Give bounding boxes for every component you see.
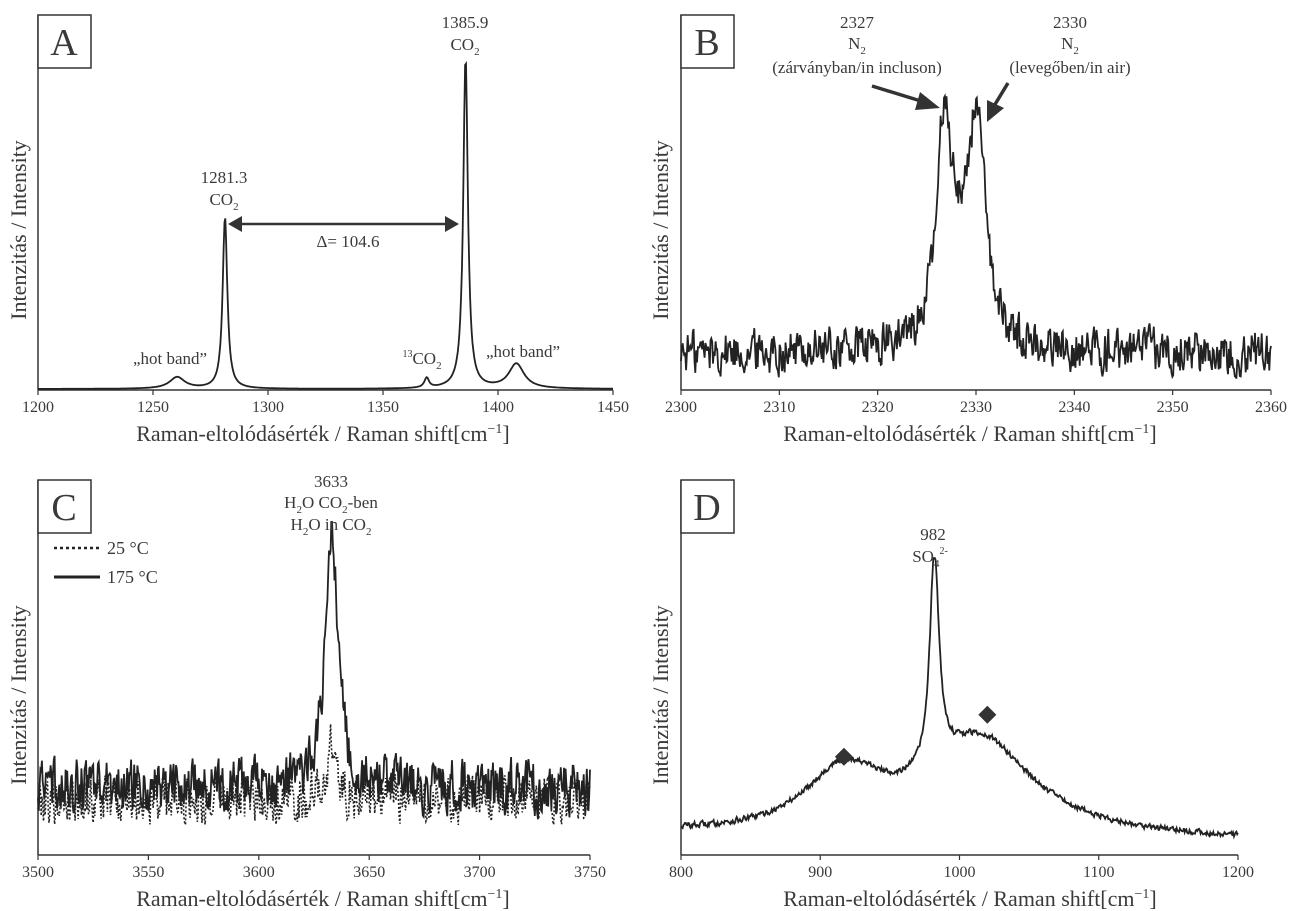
panel-a-x-axis-title: Raman-eltolódásérték / Raman shift[cm−1] <box>136 421 510 446</box>
x-tick-label: 3750 <box>574 864 606 881</box>
x-tick-label: 3700 <box>464 864 496 881</box>
panel-b-letter-box <box>680 14 735 69</box>
x-tick-label: 2340 <box>1058 399 1090 416</box>
x-tick-label: 1100 <box>1083 864 1114 881</box>
panel-c-x-axis-title: Raman-eltolódásérték / Raman shift[cm−1] <box>136 886 510 911</box>
x-tick-label: 1450 <box>597 399 629 416</box>
x-tick-label: 1300 <box>252 399 284 416</box>
panel-d-x-axis-title: Raman-eltolódásérték / Raman shift[cm−1] <box>783 886 1157 911</box>
x-tick-label: 2330 <box>960 399 992 416</box>
series-line-b <box>680 93 1272 380</box>
panel-a: 1200 1250 1300 1350 1400 1450 A Raman-eltolód… <box>6 13 629 446</box>
legend-label-25c: 25 °C <box>107 538 149 558</box>
x-tick-label: 2300 <box>665 399 697 416</box>
panel-b-right-species: N2 <box>1061 34 1079 57</box>
x-tick-label: 1000 <box>944 864 976 881</box>
panel-c-peak-line3: H2O in CO2 <box>291 515 372 538</box>
diamond-marker <box>978 705 997 724</box>
x-tick-label: 2360 <box>1255 399 1287 416</box>
panel-c-peak-line2: H2O CO2-ben <box>284 493 378 516</box>
panel-b-right-value: 2330 <box>1053 13 1087 32</box>
panel-a-delta-label: Δ= 104.6 <box>316 232 379 251</box>
x-tick-label: 3650 <box>353 864 385 881</box>
panel-d: 800 900 1000 1100 1200 D Raman-eltolódásérté… <box>648 479 1254 911</box>
panel-a-c13-label: 13CO2 <box>402 349 441 372</box>
x-tick-label: 3600 <box>243 864 275 881</box>
panel-d-peak-value: 982 <box>920 525 946 544</box>
x-tick-label: 1350 <box>367 399 399 416</box>
series-line-d <box>680 557 1239 840</box>
panel-a-letter-box <box>37 14 92 69</box>
x-tick-label: 1200 <box>1222 864 1254 881</box>
x-tick-label: 2320 <box>862 399 894 416</box>
panel-a-peak2-species: CO2 <box>450 35 479 58</box>
panel-a-y-axis-title: Intenzitás / Intensity <box>6 140 31 320</box>
panel-a-peak2-value: 1385.9 <box>442 13 489 32</box>
panel-b-x-axis-title: Raman-eltolódásérték / Raman shift[cm−1] <box>783 421 1157 446</box>
panel-d-peak-species: SO42- <box>912 546 948 570</box>
diamond-marker <box>834 747 853 766</box>
panel-b-right-arrow <box>987 82 1010 122</box>
panel-d-letter: D <box>693 487 720 529</box>
x-tick-label: 1400 <box>482 399 514 416</box>
x-tick-label: 1250 <box>137 399 169 416</box>
panel-c: 3500 3550 3600 3650 3700 3750 C Raman-eltolód… <box>6 472 606 911</box>
x-tick-label: 2310 <box>763 399 795 416</box>
panel-b-y-axis-title: Intenzitás / Intensity <box>648 140 673 320</box>
panel-b-letter: B <box>694 22 719 64</box>
panel-b-axes: 2300 2310 2320 2330 2340 2350 2360 <box>665 15 1287 416</box>
series-line-a <box>38 61 613 390</box>
panel-d-y-axis-title: Intenzitás / Intensity <box>648 605 673 785</box>
panel-b-left-value: 2327 <box>840 13 875 32</box>
panel-a-hot-band-left: „hot band” <box>133 349 207 368</box>
panel-a-axes: 1200 1250 1300 1350 1400 1450 <box>22 15 629 416</box>
x-tick-label: 1200 <box>22 399 54 416</box>
panel-c-letter-box <box>37 479 92 534</box>
panel-c-letter: C <box>51 487 76 529</box>
panel-b-right-desc: (levegőben/in air) <box>1009 58 1130 77</box>
x-tick-label: 3500 <box>22 864 54 881</box>
panel-c-axes: 3500 3550 3600 3650 3700 3750 <box>22 480 606 881</box>
panel-c-y-axis-title: Intenzitás / Intensity <box>6 605 31 785</box>
x-tick-label: 3550 <box>132 864 164 881</box>
legend-label-175c: 175 °C <box>107 567 158 587</box>
x-tick-label: 2350 <box>1157 399 1189 416</box>
panel-b-left-desc: (zárványban/in incluson) <box>772 58 941 77</box>
panel-a-hot-band-right: „hot band” <box>486 342 560 361</box>
panel-b: 2300 2310 2320 2330 2340 2350 2360 B Raman-elt… <box>648 13 1287 446</box>
panel-b-left-arrow <box>871 84 940 110</box>
x-tick-label: 900 <box>808 864 832 881</box>
panel-a-delta-arrow <box>228 216 459 232</box>
panel-c-legend: 25 °C 175 °C <box>54 538 158 587</box>
series-line-175c <box>37 521 591 820</box>
panel-d-letter-box <box>680 479 735 534</box>
panel-d-axes: 800 900 1000 1100 1200 <box>669 480 1254 881</box>
series-line-25c <box>37 724 591 826</box>
panel-a-peak1-value: 1281.3 <box>201 168 248 187</box>
x-tick-label: 800 <box>669 864 693 881</box>
panel-a-peak1-species: CO2 <box>209 190 238 213</box>
panel-b-left-species: N2 <box>848 34 866 57</box>
panel-c-peak-value: 3633 <box>314 472 348 491</box>
panel-a-letter: A <box>50 22 78 64</box>
